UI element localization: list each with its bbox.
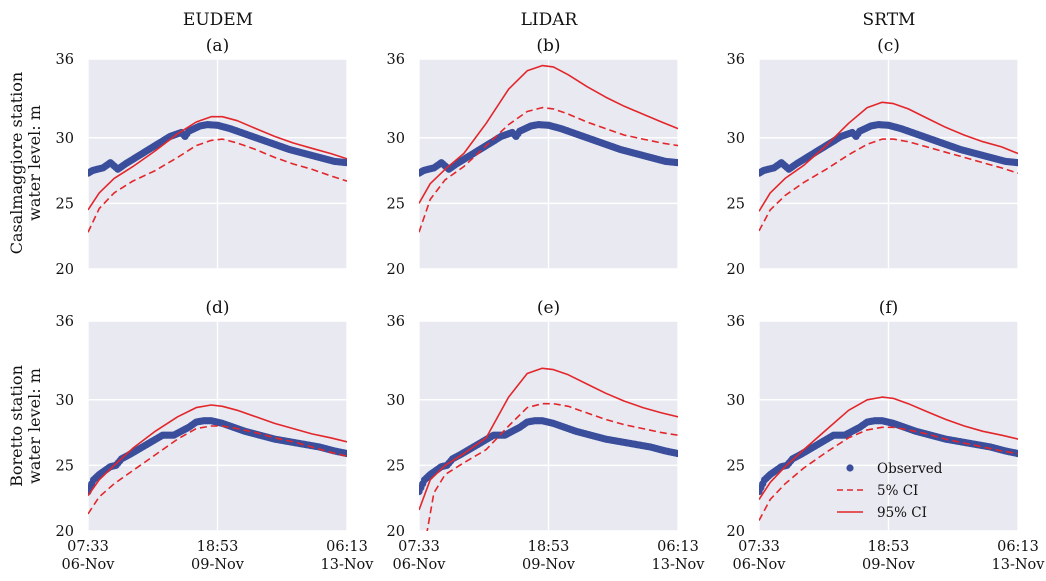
y-tick-label: 20 bbox=[387, 262, 405, 278]
x-tick-label: 07:33 bbox=[738, 539, 780, 555]
plot-series bbox=[759, 101, 1018, 232]
plot-series bbox=[419, 367, 678, 531]
column-title-lidar: LIDAR bbox=[521, 10, 579, 30]
y-tick-label: 30 bbox=[387, 131, 405, 147]
x-tick-label: 18:53 bbox=[868, 539, 910, 555]
row-label-boretto-line2: water level: m bbox=[25, 368, 44, 484]
series-ci5-line bbox=[426, 402, 678, 531]
legend-ci5-label: 5% CI bbox=[877, 483, 918, 499]
y-tick-label: 30 bbox=[727, 131, 745, 147]
x-tick-label: 07:33 bbox=[398, 539, 440, 555]
x-tick-label: 18:53 bbox=[528, 539, 570, 555]
y-tick-label: 30 bbox=[56, 393, 74, 409]
x-tick-label: 13-Nov bbox=[992, 557, 1046, 573]
y-tick-label: 36 bbox=[56, 52, 74, 68]
y-tick-label: 20 bbox=[387, 524, 405, 540]
observed-point bbox=[674, 449, 678, 458]
panel-b: (b) 20 25 30 36 bbox=[387, 36, 679, 278]
panel-title: (c) bbox=[877, 36, 900, 56]
legend-ci95-label: 95% CI bbox=[877, 505, 927, 521]
row-label-casalmaggiore-line1: Casalmaggiore station bbox=[7, 72, 26, 254]
series-ci5-line bbox=[88, 425, 347, 515]
x-tick-label: 06-Nov bbox=[733, 557, 787, 573]
panel-e: (e) 20 25 30 36 07:33 06-Nov 18:53 09-Nov 06:13 13… bbox=[387, 298, 706, 573]
series-ci5-line bbox=[759, 138, 1018, 232]
panel-f: (f) 20 25 30 36 07:33 06-Nov 18:53 09-Nov 06:13 13… bbox=[727, 298, 1046, 573]
x-tick-label: 06:13 bbox=[657, 539, 699, 555]
legend: Observed 5% CI 95% CI bbox=[837, 461, 943, 521]
y-tick-label: 20 bbox=[56, 524, 74, 540]
legend-observed-label: Observed bbox=[877, 461, 943, 477]
y-tick-label: 25 bbox=[387, 458, 405, 474]
panel-title: (a) bbox=[206, 36, 229, 56]
x-tick-label: 06:13 bbox=[326, 539, 368, 555]
column-title-srtm: SRTM bbox=[863, 10, 916, 30]
x-tick-label: 09-Nov bbox=[191, 557, 245, 573]
x-tick-label: 09-Nov bbox=[522, 557, 576, 573]
panel-a: (a) 20 25 30 36 bbox=[56, 36, 348, 278]
x-tick-label: 09-Nov bbox=[862, 557, 916, 573]
y-tick-label: 25 bbox=[727, 196, 745, 212]
series-ci5-line bbox=[759, 426, 1018, 521]
y-tick-label: 36 bbox=[727, 52, 745, 68]
plot-series bbox=[759, 396, 1018, 521]
row-label-casalmaggiore-line2: water level: m bbox=[25, 105, 44, 221]
series-ci5-line bbox=[88, 138, 347, 233]
series-ci95-line bbox=[419, 64, 678, 204]
y-tick-label: 20 bbox=[727, 524, 745, 540]
y-tick-label: 30 bbox=[727, 393, 745, 409]
x-tick-label: 07:33 bbox=[67, 539, 109, 555]
y-tick-label: 20 bbox=[727, 262, 745, 278]
x-tick-label: 06-Nov bbox=[62, 557, 116, 573]
series-observed bbox=[88, 121, 347, 177]
observed-point bbox=[343, 159, 347, 167]
row-label-boretto-line1: Boretto station bbox=[7, 365, 26, 487]
x-tick-label: 06:13 bbox=[997, 539, 1039, 555]
plot-series bbox=[419, 64, 678, 233]
x-tick-label: 13-Nov bbox=[321, 557, 375, 573]
panel-d: (d) 20 25 30 36 07:33 06-Nov 18:53 09-Nov 06:13 13… bbox=[56, 298, 375, 573]
plot-series bbox=[88, 115, 347, 233]
panel-c: (c) 20 25 30 36 bbox=[727, 36, 1019, 278]
y-tick-label: 36 bbox=[387, 52, 405, 68]
observed-point bbox=[674, 159, 678, 167]
series-ci95-line bbox=[759, 101, 1018, 212]
y-tick-label: 36 bbox=[56, 314, 74, 330]
series-ci95-line bbox=[759, 396, 1018, 500]
y-tick-label: 20 bbox=[56, 262, 74, 278]
series-ci5-line bbox=[419, 106, 678, 233]
panel-title: (b) bbox=[536, 36, 560, 56]
series-observed bbox=[759, 417, 1018, 496]
series-ci95-line bbox=[88, 404, 347, 497]
series-ci95-line bbox=[419, 367, 678, 511]
x-tick-label: 18:53 bbox=[197, 539, 239, 555]
y-tick-label: 36 bbox=[727, 314, 745, 330]
observed-point bbox=[1014, 449, 1018, 458]
y-tick-label: 25 bbox=[56, 196, 74, 212]
observed-point bbox=[1014, 159, 1018, 167]
series-observed bbox=[88, 417, 347, 496]
y-tick-label: 25 bbox=[727, 458, 745, 474]
panel-title: (d) bbox=[205, 298, 229, 318]
x-tick-label: 06-Nov bbox=[393, 557, 447, 573]
y-tick-label: 25 bbox=[387, 196, 405, 212]
series-ci95-line bbox=[88, 115, 347, 211]
column-title-eudem: EUDEM bbox=[183, 10, 253, 30]
legend-observed-marker bbox=[846, 464, 854, 472]
y-tick-label: 30 bbox=[56, 131, 74, 147]
y-tick-label: 25 bbox=[56, 458, 74, 474]
y-tick-label: 36 bbox=[387, 314, 405, 330]
plot-series bbox=[88, 404, 347, 515]
panel-title: (f) bbox=[879, 298, 899, 318]
y-tick-label: 30 bbox=[387, 393, 405, 409]
panel-title: (e) bbox=[537, 298, 560, 318]
x-tick-label: 13-Nov bbox=[652, 557, 706, 573]
